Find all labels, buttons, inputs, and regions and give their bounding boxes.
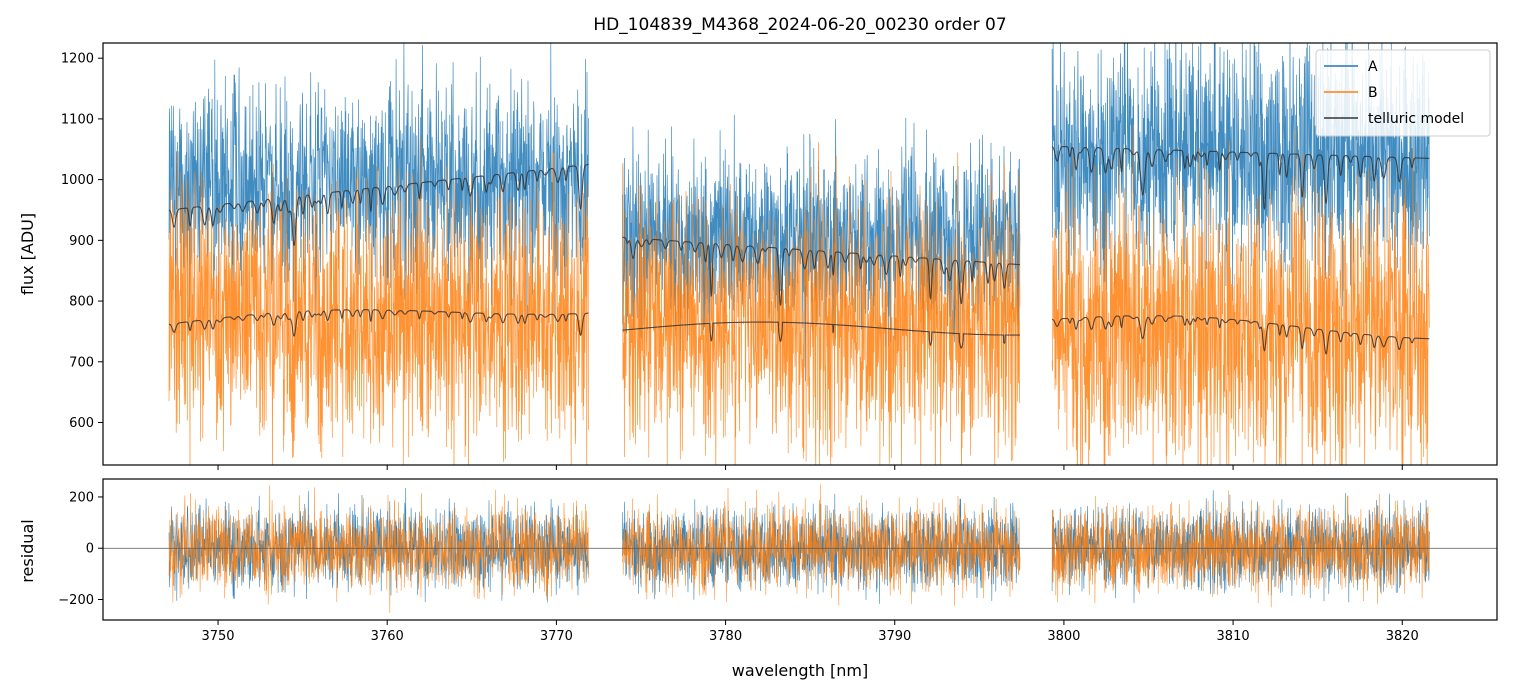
series-a-segment-1	[168, 43, 589, 330]
residual-xtick-label-3800: 3800	[1047, 629, 1080, 644]
telluric-model-b-segment-2	[622, 321, 1020, 349]
legend-label-telluric: telluric model	[1368, 111, 1464, 127]
residual-plot-area	[103, 484, 1497, 613]
residual-xtick-label-3820: 3820	[1386, 629, 1419, 644]
telluric-model-b-segment-3	[1051, 315, 1430, 355]
flux-ticks: 600 700 800 900 1000 1100 1200	[61, 52, 1403, 470]
telluric-model-b-segment-1	[168, 309, 589, 337]
flux-panel: 600 700 800 900 1000 1100 1200 flux [ADU]	[18, 42, 1498, 470]
legend-label-a: A	[1368, 59, 1378, 75]
residual-xtick-label-3780: 3780	[709, 629, 742, 644]
residual-xtick-label-3770: 3770	[540, 629, 573, 644]
series-b-segment-2	[622, 142, 1021, 465]
flux-ylabel: flux [ADU]	[18, 213, 37, 295]
legend-label-b: B	[1368, 85, 1378, 101]
flux-ytick-label-800: 800	[69, 295, 94, 310]
series-a-segment-3	[1051, 43, 1430, 323]
residual-xtick-label-3810: 3810	[1217, 629, 1250, 644]
residual-b-segment-1	[168, 485, 589, 613]
residual-xlabel: wavelength [nm]	[732, 661, 869, 680]
residual-ytick-label-0: 0	[86, 542, 94, 557]
residual-xtick-label-3750: 3750	[201, 629, 234, 644]
flux-ytick-label-1100: 1100	[61, 112, 94, 127]
residual-ticks: 3750 3760 3770 3780 3790 3800 3810 3820 −200 0 200	[58, 490, 1419, 644]
telluric-model-a-segment-3	[1051, 146, 1430, 211]
flux-axes-frame	[102, 42, 1498, 466]
flux-ytick-label-1200: 1200	[61, 52, 94, 67]
telluric-model-a-segment-2	[622, 236, 1020, 306]
legend: A B telluric model	[1315, 49, 1491, 137]
residual-b-segment-2	[622, 484, 1021, 606]
residual-xtick-label-3760: 3760	[371, 629, 404, 644]
flux-plot-area	[168, 43, 1430, 465]
flux-ytick-label-700: 700	[69, 355, 94, 370]
flux-ytick-label-600: 600	[69, 416, 94, 431]
series-b-segment-1	[168, 137, 589, 465]
residual-axes-frame	[102, 478, 1498, 621]
residual-b-segment-3	[1051, 490, 1430, 608]
residual-ytick-label--200: −200	[58, 593, 94, 608]
residual-panel: 3750 3760 3770 3780 3790 3800 3810 3820 −200 0 200…	[18, 478, 1498, 680]
residual-ylabel: residual	[18, 519, 37, 582]
flux-ytick-label-1000: 1000	[61, 173, 94, 188]
chart-title: HD_104839_M4368_2024-06-20_00230 order 0…	[593, 15, 1006, 35]
residual-ytick-label-200: 200	[69, 490, 94, 505]
flux-ytick-label-900: 900	[69, 234, 94, 249]
residual-xtick-label-3790: 3790	[878, 629, 911, 644]
telluric-model-a-segment-1	[168, 163, 589, 246]
series-b-segment-3	[1051, 124, 1430, 465]
